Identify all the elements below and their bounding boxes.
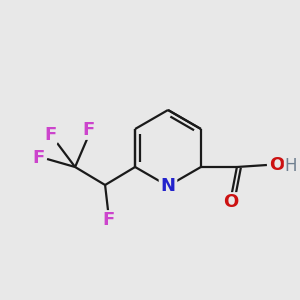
Text: O: O (223, 193, 238, 211)
Text: O: O (269, 156, 284, 174)
Text: F: F (32, 149, 44, 167)
Text: F: F (102, 211, 114, 229)
Text: F: F (44, 126, 56, 144)
Text: H: H (285, 157, 297, 175)
Text: F: F (82, 121, 94, 139)
Text: N: N (160, 177, 175, 195)
